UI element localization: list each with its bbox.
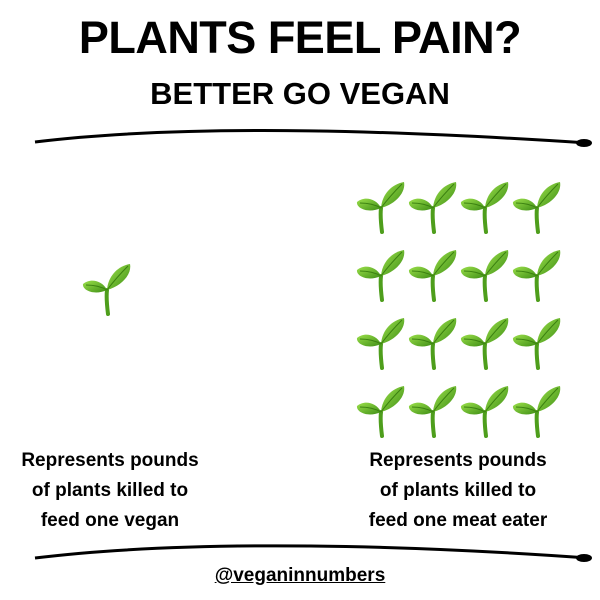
seedling-icon [510,246,562,302]
meat-eater-caption: Represents pounds of plants killed to fe… [338,446,578,536]
seedling-icon [406,178,458,234]
headline: PLANTS FEEL PAIN? [78,12,522,63]
seedling-icon [406,382,458,438]
seedling-icon [354,382,406,438]
seedling-icon [354,246,406,302]
vegan-caption: Represents pounds of plants killed to fe… [0,446,230,536]
seedling-icon [458,246,510,302]
seedling-icon [458,314,510,370]
seedling-icon [354,314,406,370]
caption-line: of plants killed to [379,480,537,501]
seedling-icon [80,260,132,316]
seedling-icon [510,178,562,234]
social-handle[interactable]: @veganinnumbers [214,565,386,586]
seedling-icon [510,382,562,438]
seedling-icon [458,382,510,438]
subheadline: BETTER GO VEGAN [150,76,450,111]
seedling-icon [510,314,562,370]
caption-line: Represents pounds [21,450,199,471]
caption-line: feed one vegan [40,510,180,531]
seedling-icon [458,178,510,234]
caption-line: feed one meat eater [368,510,548,531]
seedling-icon [406,314,458,370]
seedling-icon [406,246,458,302]
seedling-icon [354,178,406,234]
caption-line: Represents pounds [369,450,547,471]
caption-line: of plants killed to [31,480,189,501]
